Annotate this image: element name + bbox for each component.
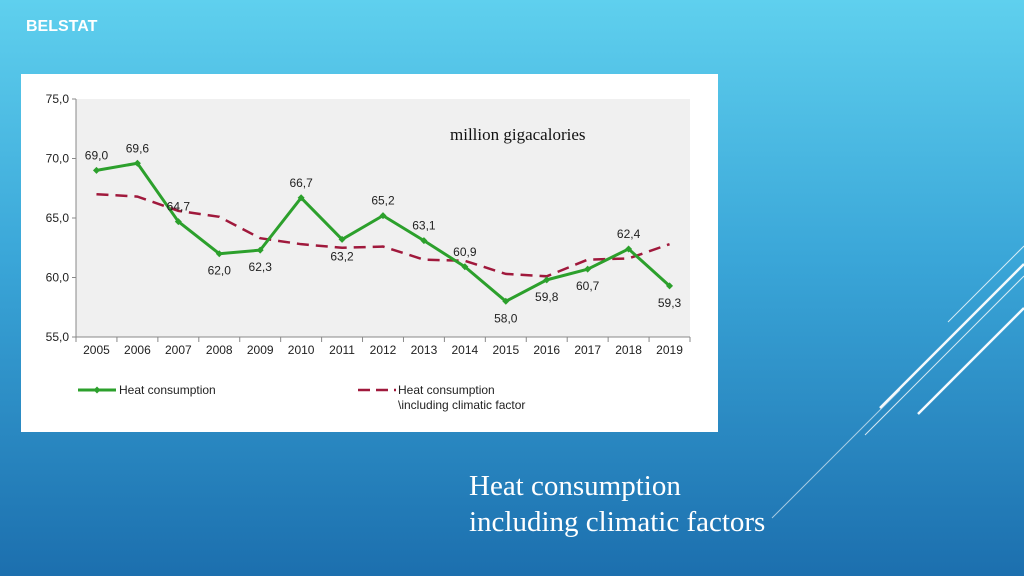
- slide-title: Heat consumption including climatic fact…: [469, 468, 889, 540]
- data-point: [174, 218, 182, 226]
- slide-title-line2: including climatic factors: [469, 506, 766, 538]
- data-label: 66,7: [289, 176, 313, 190]
- data-label: 58,0: [494, 311, 518, 325]
- x-tick-label: 2013: [411, 343, 438, 357]
- data-label: 59,8: [535, 290, 559, 304]
- legend-label-heat-consumption: Heat consumption: [119, 383, 216, 397]
- brand-label: BELSTAT: [26, 18, 98, 35]
- data-point: [379, 212, 387, 220]
- x-tick-label: 2005: [83, 343, 110, 357]
- y-tick-label: 75,0: [46, 92, 70, 106]
- x-tick-label: 2015: [492, 343, 519, 357]
- data-point: [420, 237, 428, 245]
- y-tick-label: 70,0: [46, 152, 70, 166]
- data-point: [666, 282, 674, 290]
- data-label: 62,3: [249, 260, 273, 274]
- legend-marker-heat-consumption: [93, 386, 101, 394]
- data-label: 62,4: [617, 227, 641, 241]
- data-label: 60,9: [453, 245, 477, 259]
- x-tick-label: 2016: [533, 343, 560, 357]
- data-label: 69,0: [85, 148, 109, 162]
- heat-consumption-chart: 55,0 60,0 65,0 70,0 75,0 2005 2006 2007 2008 200…: [46, 92, 691, 412]
- data-point: [256, 246, 264, 254]
- x-tick-label: 2011: [329, 343, 355, 357]
- data-point: [297, 194, 305, 202]
- x-tick-label: 2008: [206, 343, 233, 357]
- x-tick-label: 2018: [615, 343, 642, 357]
- data-point: [543, 276, 551, 284]
- unit-label: million gigacalories: [450, 125, 586, 144]
- data-label: 63,1: [412, 219, 436, 233]
- chart-panel: 55,0 60,0 65,0 70,0 75,0 2005 2006 2007 2008 200…: [21, 74, 718, 432]
- series-line-climatic: [96, 192, 670, 278]
- data-point: [92, 166, 100, 174]
- x-tick-label: 2010: [288, 343, 315, 357]
- data-label: 59,3: [658, 296, 682, 310]
- data-label: 65,2: [371, 194, 395, 208]
- data-point: [338, 235, 346, 243]
- data-point: [215, 250, 223, 258]
- y-tick-label: 60,0: [46, 271, 70, 285]
- legend-label-climatic-line1: Heat consumption: [398, 383, 495, 397]
- data-point: [584, 265, 592, 273]
- data-point: [133, 159, 141, 167]
- x-tick-label: 2006: [124, 343, 151, 357]
- data-label: 62,0: [208, 264, 232, 278]
- x-tick-label: 2014: [452, 343, 479, 357]
- data-point: [461, 263, 469, 271]
- data-point: [625, 245, 633, 253]
- y-tick-label: 55,0: [46, 330, 70, 344]
- y-tick-label: 65,0: [46, 211, 70, 225]
- x-tick-label: 2017: [574, 343, 601, 357]
- slide-title-line1: Heat consumption: [469, 470, 681, 502]
- legend-label-climatic-line2: \including climatic factor: [398, 398, 525, 412]
- x-tick-label: 2019: [656, 343, 683, 357]
- x-tick-label: 2009: [247, 343, 274, 357]
- data-point: [502, 297, 510, 305]
- x-tick-label: 2007: [165, 343, 192, 357]
- data-label: 60,7: [576, 279, 600, 293]
- data-label: 64,7: [167, 200, 191, 214]
- data-label: 63,2: [330, 249, 354, 263]
- x-tick-label: 2012: [370, 343, 397, 357]
- data-label: 69,6: [126, 141, 150, 155]
